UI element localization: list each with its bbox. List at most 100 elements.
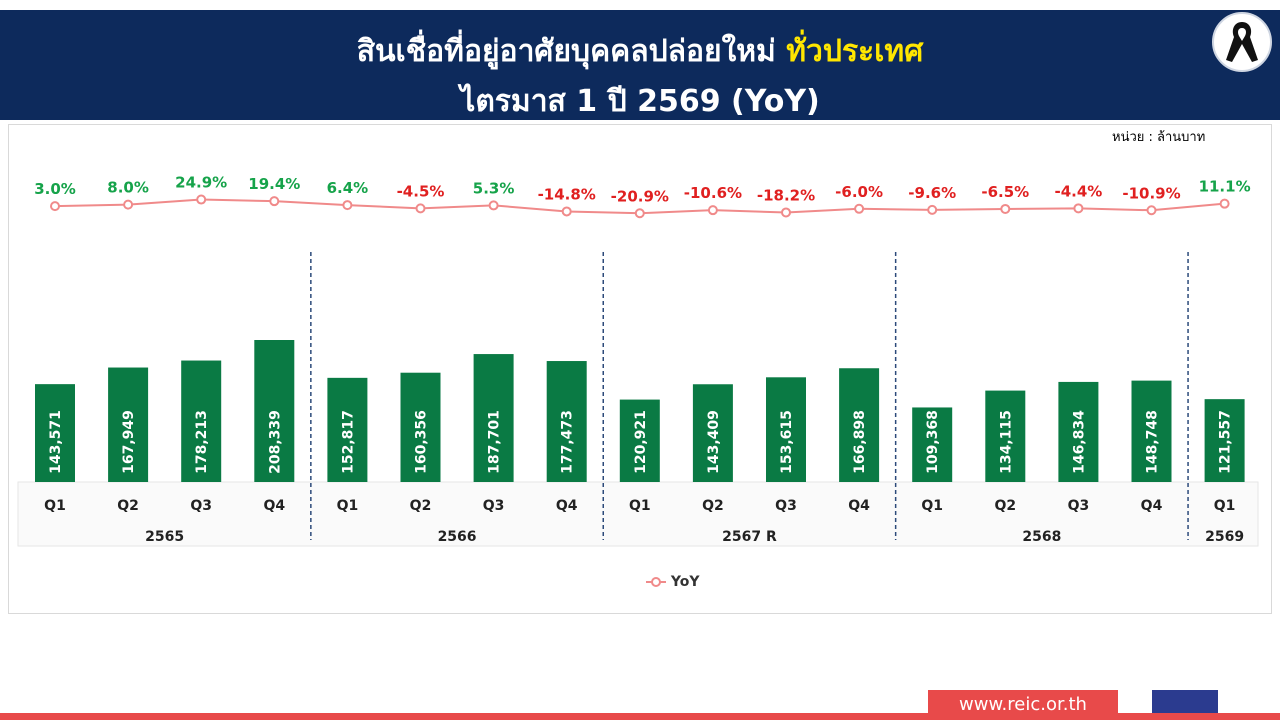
legend: YoY (646, 574, 699, 590)
bar (692, 384, 733, 482)
yoy-data-label: 24.9% (175, 174, 227, 192)
bar-value-label: 134,115 (998, 410, 1014, 474)
yoy-data-label: -6.5% (981, 183, 1029, 201)
bar (181, 360, 222, 482)
bar-value-label: 146,834 (1071, 410, 1087, 474)
category-tick-label: Q2 (994, 498, 1016, 514)
chart-area (8, 124, 1272, 614)
unit-label: หน่วย : ล้านบาท (1112, 130, 1206, 145)
mourning-ribbon-icon (1212, 12, 1272, 72)
title-highlight: ทั่วประเทศ (786, 34, 924, 69)
bar-value-label: 177,473 (560, 410, 576, 474)
category-tick-label: Q4 (263, 498, 285, 514)
category-tick-label: Q2 (410, 498, 432, 514)
bar-value-label: 109,368 (925, 410, 941, 474)
category-tick-label: Q4 (848, 498, 870, 514)
yoy-point (707, 205, 718, 216)
yoy-point (854, 203, 865, 214)
category-axis-band (17, 481, 1259, 547)
yoy-data-label: 19.4% (248, 175, 300, 193)
yoy-point (1073, 203, 1084, 214)
category-tick-label: Q1 (337, 498, 359, 514)
group-label: 2566 (438, 529, 477, 545)
bar-value-label: 166,898 (852, 410, 868, 474)
bar-value-label: 143,571 (48, 410, 64, 474)
bar (327, 377, 368, 482)
bar (546, 361, 587, 482)
category-tick-label: Q1 (629, 498, 651, 514)
category-tick-label: Q3 (483, 498, 505, 514)
bar (108, 367, 149, 482)
yoy-data-label: -4.4% (1054, 182, 1102, 200)
footer-bar (0, 713, 1280, 720)
yoy-point (1146, 205, 1157, 216)
group-label: 2565 (145, 529, 184, 545)
yoy-point (342, 200, 353, 211)
bar-value-label: 208,339 (267, 410, 283, 474)
bar-value-label: 178,213 (194, 410, 210, 474)
page-subtitle: ไตรมาส 1 ปี 2569 (YoY) (460, 84, 820, 119)
yoy-data-label: -14.8% (538, 185, 596, 203)
category-tick-label: Q1 (921, 498, 943, 514)
yoy-data-label: -9.6% (908, 184, 956, 202)
bar-value-label: 121,557 (1218, 410, 1234, 474)
bar-value-label: 167,949 (121, 410, 137, 474)
category-tick-label: Q4 (1141, 498, 1163, 514)
bar (35, 384, 75, 482)
yoy-data-label: 5.3% (473, 179, 515, 197)
yoy-point (927, 204, 938, 215)
bar-value-label: 152,817 (340, 410, 356, 474)
title-text: สินเชื่อที่อยู่อาศัยบุคคลปล่อยใหม่ (356, 34, 776, 69)
yoy-data-label: 11.1% (1199, 178, 1251, 196)
group-label: 2568 (1022, 529, 1061, 545)
bar (473, 354, 514, 482)
bar (254, 340, 295, 482)
group-label: 2569 (1205, 529, 1244, 545)
yoy-point (488, 200, 499, 211)
yoy-data-label: 3.0% (34, 180, 76, 198)
bar-value-label: 187,701 (487, 410, 503, 474)
legend-label: YoY (670, 574, 700, 590)
category-tick-label: Q1 (1214, 498, 1236, 514)
yoy-point (269, 196, 280, 207)
yoy-data-label: -6.0% (835, 183, 883, 201)
yoy-point (196, 194, 207, 205)
yoy-data-label: 8.0% (107, 179, 149, 197)
bar (839, 368, 880, 482)
group-label: 2567 R (722, 529, 777, 545)
yoy-point (634, 208, 645, 219)
yoy-point (561, 206, 572, 217)
yoy-data-label: -18.2% (757, 186, 815, 204)
bar (766, 377, 806, 482)
yoy-point (1000, 203, 1011, 214)
category-tick-label: Q2 (702, 498, 724, 514)
bar-value-label: 160,356 (414, 410, 430, 474)
yoy-data-label: -10.9% (1122, 184, 1180, 202)
yoy-point (1219, 198, 1230, 209)
bar (985, 390, 1026, 482)
page-title: สินเชื่อที่อยู่อาศัยบุคคลปล่อยใหม่ ทั่วป… (0, 28, 1280, 75)
category-tick-label: Q2 (117, 498, 139, 514)
category-tick-label: Q3 (775, 498, 797, 514)
yoy-data-label: -4.5% (397, 182, 445, 200)
yoy-data-label: -20.9% (611, 187, 669, 205)
yoy-data-label: -10.6% (684, 184, 742, 202)
combo-chart: 143,571 167,949 178,213 208,339 152,817 160,3… (17, 174, 1259, 547)
yoy-point (50, 201, 60, 212)
bar-value-label: 143,409 (706, 410, 722, 474)
yoy-data-label: 6.4% (327, 179, 369, 197)
bar (1131, 380, 1172, 482)
bar (912, 407, 953, 482)
header-banner: สินเชื่อที่อยู่อาศัยบุคคลปล่อยใหม่ ทั่วป… (0, 10, 1280, 120)
yoy-point (415, 203, 426, 214)
category-tick-label: Q4 (556, 498, 578, 514)
bar-value-label: 148,748 (1145, 410, 1161, 474)
bar (400, 372, 441, 482)
bar (619, 399, 660, 482)
bar (1058, 381, 1099, 482)
category-tick-label: Q3 (190, 498, 212, 514)
yoy-point (123, 199, 134, 210)
category-tick-label: Q3 (1068, 498, 1090, 514)
category-tick-label: Q1 (44, 498, 66, 514)
bar-value-label: 153,615 (779, 410, 795, 474)
